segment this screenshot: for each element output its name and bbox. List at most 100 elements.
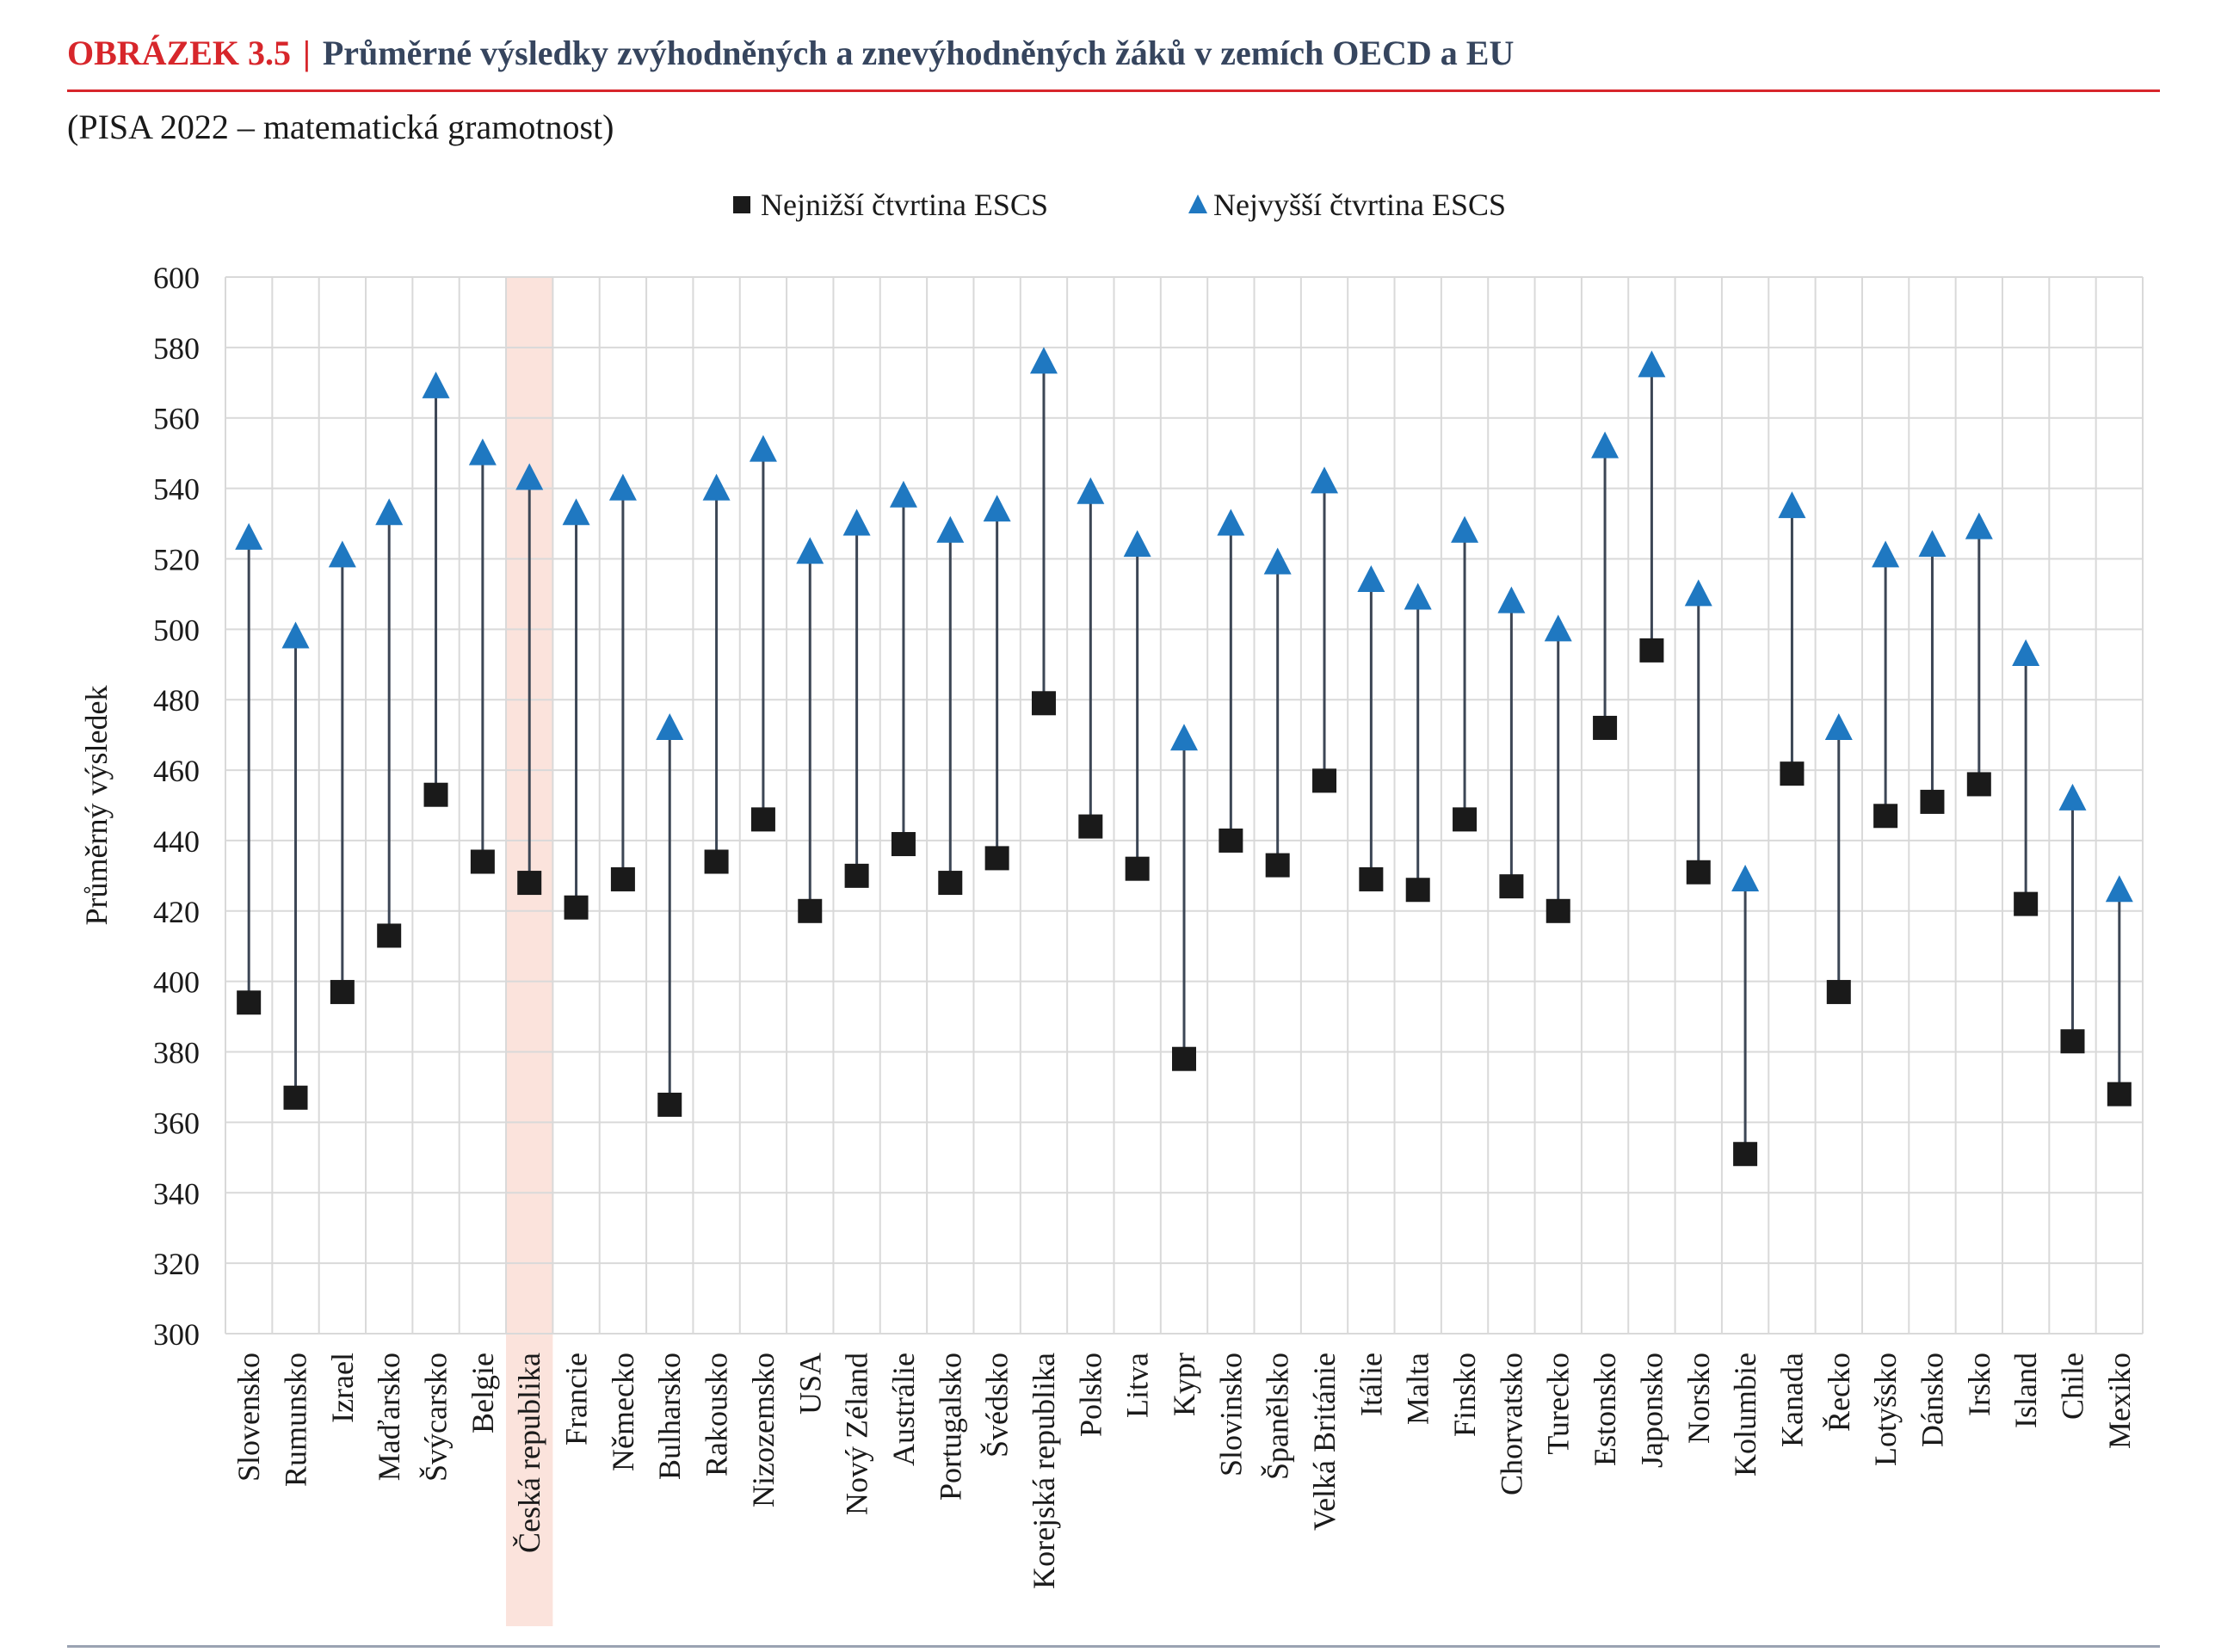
high-quartile-point bbox=[515, 463, 544, 490]
x-tick-label: Bulharsko bbox=[652, 1353, 687, 1480]
x-tick-label: Norsko bbox=[1681, 1353, 1716, 1444]
high-quartile-point bbox=[1918, 530, 1947, 558]
high-quartile-point bbox=[1404, 583, 1432, 610]
high-quartile-point bbox=[1872, 540, 1900, 568]
x-tick-label: Nizozemsko bbox=[746, 1353, 780, 1507]
x-tick-label: Island bbox=[2008, 1353, 2043, 1428]
high-quartile-point bbox=[608, 473, 637, 501]
high-quartile-point bbox=[562, 498, 590, 526]
x-tick-label: Mexiko bbox=[2102, 1353, 2137, 1449]
low-quartile-point bbox=[2014, 891, 2039, 916]
high-quartile-point bbox=[1077, 477, 1105, 504]
low-quartile-point bbox=[1172, 1046, 1196, 1071]
low-quartile-point bbox=[1780, 761, 1805, 786]
y-axis: 300 320 340 360 380 400 420 440 460 480 500 520 540 5… bbox=[153, 261, 200, 1352]
low-quartile-point bbox=[1546, 898, 1570, 923]
high-quartile-point bbox=[1029, 347, 1058, 374]
legend-high-label: Nejvyšší čtvrtina ESCS bbox=[1213, 188, 1506, 222]
figure-title-line: OBRÁZEK 3.5 | Průměrné výsledky zvýhodněný… bbox=[67, 36, 2160, 71]
x-tick-label: Turecko bbox=[1541, 1353, 1576, 1455]
low-quartile-point bbox=[1405, 878, 1430, 903]
grid-lines bbox=[225, 276, 2144, 1335]
x-tick-label: Austrálie bbox=[886, 1353, 921, 1466]
x-tick-label: Itálie bbox=[1354, 1353, 1388, 1416]
low-quartile-point bbox=[1593, 715, 1618, 740]
x-tick-label: Finsko bbox=[1447, 1353, 1482, 1437]
x-tick-label: Maďarsko bbox=[372, 1353, 406, 1481]
x-tick-label: Kypr bbox=[1167, 1353, 1201, 1416]
high-quartile-point bbox=[1965, 512, 1993, 539]
high-quartile-point bbox=[375, 498, 404, 526]
low-quartile-point bbox=[984, 846, 1009, 871]
x-tick-label: Rakousko bbox=[700, 1353, 734, 1476]
high-quartile-point bbox=[1684, 579, 1712, 607]
figure-subtitle: (PISA 2022 – matematická gramotnost) bbox=[67, 108, 614, 146]
high-quartile-point bbox=[796, 537, 824, 564]
high-quartile-point bbox=[235, 522, 263, 550]
low-quartile-point bbox=[657, 1092, 682, 1117]
x-tick-label: Litva bbox=[1120, 1353, 1155, 1418]
low-quartile-point bbox=[1733, 1142, 1758, 1167]
y-tick-label: 480 bbox=[153, 683, 200, 718]
high-quartile-point bbox=[1638, 350, 1666, 378]
high-quartile-point bbox=[468, 438, 497, 465]
y-tick-label: 460 bbox=[153, 754, 200, 788]
high-quartile-point bbox=[2012, 638, 2040, 666]
x-tick-label: Japonsko bbox=[1634, 1353, 1669, 1468]
y-tick-label: 580 bbox=[153, 331, 200, 366]
high-quartile-point bbox=[1357, 565, 1385, 593]
high-quartile-point bbox=[1170, 724, 1198, 751]
high-quartile-point bbox=[1311, 466, 1339, 494]
series-layer bbox=[235, 347, 2133, 1167]
x-tick-label: Slovinsko bbox=[1213, 1353, 1248, 1476]
high-quartile-point bbox=[1497, 586, 1526, 613]
x-tick-label: Polsko bbox=[1073, 1353, 1108, 1437]
low-quartile-point bbox=[377, 923, 402, 948]
low-quartile-point bbox=[610, 866, 635, 891]
figure-header: OBRÁZEK 3.5 | Průměrné výsledky zvýhodněný… bbox=[67, 36, 2160, 92]
y-tick-label: 440 bbox=[153, 824, 200, 859]
x-tick-label: USA bbox=[793, 1353, 827, 1415]
low-quartile-point bbox=[1125, 856, 1150, 881]
low-quartile-point bbox=[891, 832, 916, 857]
low-quartile-point bbox=[330, 979, 355, 1004]
y-tick-label: 600 bbox=[153, 261, 200, 295]
legend: Nejnižší čtvrtina ESCS Nejvyšší čtvrtina … bbox=[733, 188, 1506, 222]
y-tick-label: 500 bbox=[153, 613, 200, 647]
high-quartile-point bbox=[1591, 431, 1620, 459]
low-quartile-point bbox=[1265, 853, 1290, 878]
high-quartile-point bbox=[1731, 864, 1760, 891]
low-quartile-point bbox=[2107, 1082, 2132, 1106]
y-tick-label: 420 bbox=[153, 895, 200, 929]
x-tick-label: Švédsko bbox=[980, 1353, 1015, 1458]
bottom-rule bbox=[67, 1645, 2160, 1648]
low-quartile-point bbox=[844, 863, 869, 888]
low-quartile-point bbox=[1219, 828, 1243, 853]
x-tick-label: Chile bbox=[2055, 1353, 2089, 1420]
high-quartile-point bbox=[1217, 509, 1245, 536]
x-tick-label: Dánsko bbox=[1915, 1353, 1949, 1447]
low-quartile-point bbox=[1920, 789, 1945, 814]
x-tick-label: Kolumbie bbox=[1728, 1353, 1762, 1476]
low-quartile-point bbox=[1639, 638, 1664, 663]
x-tick-label: Belgie bbox=[466, 1353, 500, 1433]
low-quartile-point bbox=[1873, 804, 1898, 829]
x-tick-label: Chorvatsko bbox=[1494, 1353, 1528, 1495]
figure-title: Průměrné výsledky zvýhodněných a znevýho… bbox=[322, 34, 1515, 72]
high-quartile-point bbox=[1123, 530, 1151, 558]
high-quartile-point bbox=[1824, 712, 1853, 740]
low-quartile-point bbox=[470, 849, 495, 874]
low-quartile-point bbox=[2060, 1029, 2085, 1054]
y-tick-label: 540 bbox=[153, 472, 200, 507]
high-quartile-point bbox=[656, 712, 684, 740]
low-quartile-point bbox=[237, 990, 262, 1015]
high-quartile-point bbox=[702, 473, 731, 501]
x-tick-label: Kanada bbox=[1774, 1353, 1809, 1447]
x-tick-label: Francie bbox=[559, 1353, 594, 1446]
high-quartile-point bbox=[1263, 547, 1292, 575]
high-quartile-point bbox=[1778, 491, 1806, 519]
x-tick-label: Estonsko bbox=[1588, 1353, 1622, 1466]
low-quartile-point bbox=[1499, 874, 1524, 899]
low-quartile-point bbox=[1031, 691, 1056, 716]
high-quartile-point bbox=[281, 621, 310, 649]
